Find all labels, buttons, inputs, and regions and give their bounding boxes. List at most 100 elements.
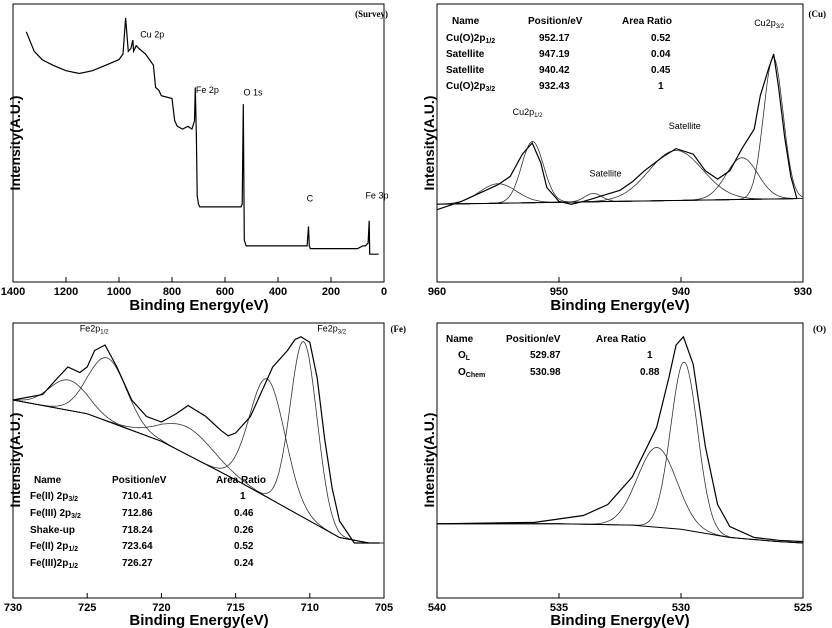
survey-spectrum-line [25,17,379,255]
o-row1-position: 529.87 [530,350,561,361]
o-x-tick-label: 530 [672,602,690,614]
survey-peak-annotation: Fe 3p [365,191,388,201]
o-envelope-line [436,335,804,543]
o-table-header-name: Name [446,334,474,345]
o-fit-component-line [437,447,804,544]
fe-row2-position: 712.86 [122,508,153,519]
fe-row4-position: 723.64 [122,541,153,552]
fe-row5-position: 726.27 [122,558,153,569]
cu-peak-annotation: Cu2p3/2 [754,18,785,30]
cu-fit-component-line [436,193,803,205]
cu-data-layer: 960 950 940 930 Cu2p1/2 Satellite Satellite Cu2… [428,18,812,298]
fe-peak-annotation: Fe2p1/2 [80,323,110,335]
cu-row2-ratio: 0.04 [651,49,671,60]
cu-x-tick-label: 940 [672,286,690,298]
cu-x-tick-label: 950 [550,286,568,298]
fe-x-axis-label: Binding Energy(eV) [129,612,268,628]
survey-panel-tag: (Survey) [355,9,388,19]
cu-table-header-name: Name [452,16,480,27]
fe-panel-tag: (Fe) [391,324,407,334]
cu-envelope-line [436,53,798,211]
cu-peak-annotation: Satellite [590,168,622,178]
o-y-axis-label: Intensity(A.U.) [421,413,437,508]
cu-x-tick-label: 930 [794,286,812,298]
fe-row4-name: Fe(II) 2p1/2 [30,541,78,553]
o-x-tick-label: 535 [550,602,568,614]
cu-fit-component-line [436,57,804,205]
fe-table-header-position: Position/eV [112,475,167,486]
survey-x-tick-label: 1200 [54,286,78,298]
cu-row4-name: Cu(O)2p3/2 [446,81,495,93]
cu-table-header-ratio: Area Ratio [622,16,672,27]
fe-x-tick-label: 730 [4,602,22,614]
survey-x-tick-label: 0 [381,286,387,298]
fe-peak-annotation: Fe2p3/2 [317,323,347,335]
cu-panel-tag: (Cu) [809,9,827,19]
o-table-header-position: Position/eV [506,334,561,345]
o-x-axis-label: Binding Energy(eV) [550,612,689,628]
cu-x-axis-label: Binding Energy(eV) [550,297,689,314]
o-row2-position: 530.98 [530,367,561,378]
cu-row1-ratio: 0.52 [651,33,671,44]
cu-x-tick-label: 960 [428,286,446,298]
cu-row1-position: 952.17 [539,33,570,44]
o-panel-tag: (O) [813,324,826,334]
fe-x-tick-label: 725 [78,602,96,614]
survey-x-tick-label: 600 [216,286,234,298]
cu-peak-annotation: Satellite [669,121,701,131]
fe-row5-name: Fe(III)2p1/2 [30,558,78,570]
o-x-tick-label: 540 [428,602,446,614]
fe-row1-ratio: 1 [240,491,246,502]
fe-row1-position: 710.41 [122,491,153,502]
fe-y-axis-label: Intensity(A.U.) [7,413,23,508]
o-data-layer: 540 535 530 525 [428,335,812,614]
survey-plot-frame [12,3,385,283]
fe-row3-ratio: 0.26 [234,525,254,536]
survey-peak-annotation: Cu 2p [140,29,164,39]
fe-envelope-line [12,336,380,544]
fe-table: Name Position/eV Area Ratio Fe(II) 2p3/2… [30,475,266,570]
cu-y-axis-label: Intensity(A.U.) [421,96,437,191]
fe-row5-ratio: 0.24 [234,558,254,569]
cu-baseline-line [436,198,797,205]
fe-table-header-ratio: Area Ratio [216,475,266,486]
cu-row3-ratio: 0.45 [651,65,671,76]
cu-plot-frame [436,3,804,283]
survey-peak-annotation: C [307,193,314,203]
fe-row4-ratio: 0.52 [234,541,254,552]
survey-y-axis-label: Intensity(A.U.) [7,96,23,191]
cu-row2-name: Satellite [446,49,485,60]
fe-baseline-line [12,399,380,544]
cu-row4-position: 932.43 [539,81,570,92]
o-table: Name Position/eV Area Ratio OL 529.87 1 … [446,334,660,379]
fe-row3-name: Shake-up [30,525,75,536]
cu-row3-name: Satellite [446,65,485,76]
o-row2-ratio: 0.88 [640,367,660,378]
fe-x-tick-label: 705 [375,602,393,614]
o-x-tick-label: 525 [794,602,812,614]
cu-row1-name: Cu(O)2p1/2 [446,33,495,45]
cu-table-header-position: Position/eV [528,16,583,27]
survey-x-tick-label: 1000 [107,286,131,298]
fe-x-tick-label: 715 [226,602,244,614]
survey-x-tick-label: 400 [269,286,287,298]
o-row1-name: OL [458,350,471,362]
fe-row2-name: Fe(III) 2p3/2 [30,508,81,520]
survey-peak-annotation: O 1s [244,88,264,98]
fe-table-header-name: Name [34,475,62,486]
survey-panel: (Survey) Binding Energy(eV) Intensity(A.… [1,3,388,314]
fe-row1-name: Fe(II) 2p3/2 [30,491,78,503]
cu-row2-position: 947.19 [539,49,570,60]
fe-data-layer: 730 725 720 715 710 705 Fe2p1/2 Fe2p3/2 [4,323,393,614]
o-table-header-ratio: Area Ratio [596,334,646,345]
cu-peak-annotation: Cu2p1/2 [513,107,544,119]
o-fit-component-line [437,361,804,544]
o-panel: (O) Binding Energy(eV) Intensity(A.U.) N… [421,322,826,628]
survey-peak-annotation: Fe 2p [196,85,219,95]
survey-x-tick-label: 800 [163,286,181,298]
cu-fit-component-line [436,157,803,205]
o-row2-name: OChem [458,367,485,379]
cu-row3-position: 940.42 [539,65,570,76]
cu-table: Name Position/eV Area Ratio Cu(O)2p1/2 9… [446,16,672,93]
